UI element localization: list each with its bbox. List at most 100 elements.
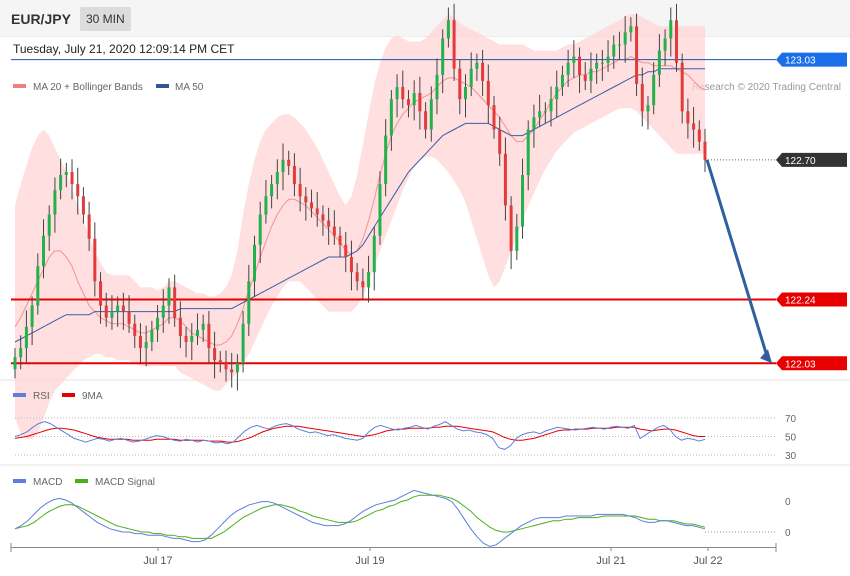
candle-body [389, 99, 393, 136]
candle-body [446, 20, 450, 39]
candle-body [344, 244, 348, 257]
candle-body [310, 202, 314, 209]
candle-body [555, 87, 559, 100]
legend-swatch-macd-signal [75, 479, 88, 483]
timeframe-button[interactable]: 30 MIN [80, 7, 131, 31]
candle-body [59, 175, 63, 191]
chart-credit: Research © 2020 Trading Central [692, 82, 841, 93]
candle-body [418, 93, 422, 112]
candle-body [230, 369, 234, 373]
macd-tick: 0 [785, 528, 791, 539]
candle-body [703, 141, 707, 160]
candle-body [207, 323, 211, 349]
candle-body [372, 235, 376, 273]
candle-body [657, 50, 661, 75]
symbol-label: EUR/JPY [11, 11, 71, 27]
candle-body [218, 360, 222, 364]
rsi-line [14, 421, 706, 450]
candle-body [526, 129, 530, 176]
candle-body [543, 111, 547, 113]
candle-body [475, 62, 479, 69]
macd-signal-line [14, 494, 706, 539]
projection-arrowhead [760, 349, 772, 364]
candle-body [692, 123, 696, 130]
ma50-line [14, 68, 705, 343]
candle-body [321, 214, 325, 221]
candle-body [224, 363, 228, 370]
rsi-tick: 70 [785, 414, 797, 425]
legend-label-ma50: MA 50 [175, 82, 204, 93]
time-axis: Jul 17 Jul 19 Jul 21 Jul 22 [10, 543, 777, 567]
level-tag-122-03 [776, 356, 847, 371]
rsi-tick: 30 [785, 451, 797, 462]
legend-swatch-ma20 [13, 84, 26, 88]
candle-body [606, 56, 610, 63]
candle-body [138, 335, 142, 349]
level-label-122-24: 122.24 [785, 296, 816, 307]
candle-body [281, 159, 285, 172]
candle-body [652, 74, 656, 106]
candle-body [13, 357, 17, 370]
candle-body [19, 348, 23, 358]
candle-body [264, 196, 268, 215]
candle-body [458, 68, 462, 100]
candle-body [121, 305, 125, 312]
candle-body [378, 184, 382, 236]
candle-body [697, 129, 701, 142]
candle-body [235, 363, 239, 373]
candle-body [298, 184, 302, 197]
candle-body [349, 257, 353, 273]
candle-body [589, 68, 593, 81]
candle-body [629, 26, 633, 33]
level-label-122-70: 122.70 [785, 156, 816, 167]
candle-body [435, 74, 439, 100]
candle-body [190, 335, 194, 342]
macd-tick: 0 [785, 497, 791, 508]
legend-swatch-rsi [13, 393, 26, 397]
candle-body [635, 26, 639, 84]
legend-swatch-macd [13, 479, 26, 483]
candle-body [412, 93, 416, 106]
candle-body [76, 184, 80, 197]
candle-body [116, 305, 120, 312]
legend-label-rsi-ma: 9MA [82, 391, 103, 402]
legend-label-macd-signal: MACD Signal [95, 477, 155, 488]
rsi-panel: RSI 9MA 70 50 30 [0, 391, 850, 466]
candle-body [167, 287, 171, 306]
price-panel: MA 20 + Bollinger Bands MA 50 Research © 2… [0, 3, 850, 440]
candle-body [572, 56, 576, 63]
candle-body [127, 311, 131, 324]
candle-body [503, 153, 507, 206]
candle-body [213, 348, 217, 361]
candle-body [87, 214, 91, 239]
candle-body [515, 226, 519, 251]
candle-body [201, 323, 205, 330]
candle-body [184, 335, 188, 342]
candle-body [99, 281, 103, 306]
candle-body [253, 244, 257, 282]
candle-body [401, 87, 405, 100]
candle-body [30, 305, 34, 327]
candle-body [441, 38, 445, 75]
candle-body [674, 20, 678, 63]
candle-body [161, 305, 165, 318]
candle-body [367, 272, 371, 288]
candle-body [70, 172, 74, 185]
candle-body [429, 99, 433, 130]
candle-body [24, 326, 28, 349]
candle-body [195, 329, 199, 336]
time-tick-label: Jul 19 [355, 555, 384, 567]
candle-body [144, 342, 148, 349]
candle-body [81, 196, 85, 215]
candle-body [47, 214, 51, 236]
rsi-tick: 50 [785, 433, 797, 444]
candle-body [481, 62, 485, 81]
candle-body [669, 20, 673, 39]
candle-body [36, 266, 40, 306]
candle-body [486, 80, 490, 106]
projection-arrow [705, 159, 769, 357]
time-tick-label: Jul 21 [596, 555, 625, 567]
candle-body [646, 105, 650, 112]
rsi-ma-line [14, 425, 705, 443]
level-label-122-03: 122.03 [785, 359, 816, 370]
